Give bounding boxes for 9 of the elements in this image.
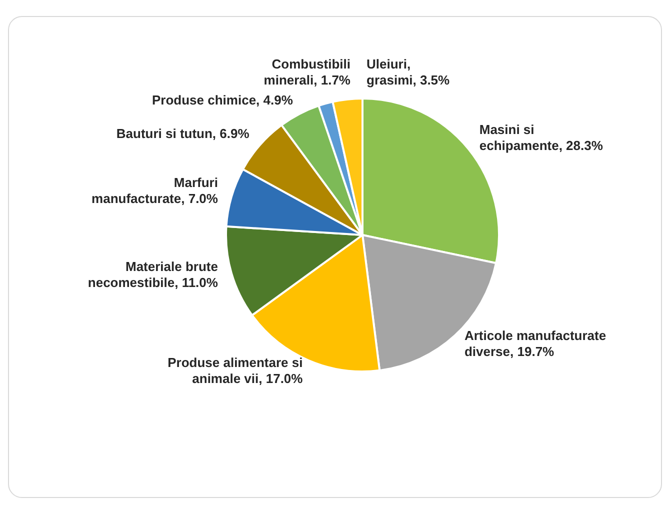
slice-label: Bauturi si tutun, 6.9% <box>116 126 250 141</box>
slice-label: Produse alimentare si animale vii, 17.0% <box>168 355 304 386</box>
slice-label: Materiale brute necomestibile, 11.0% <box>88 259 218 290</box>
slice-label: Masini si echipamente, 28.3% <box>479 122 604 154</box>
slice-label: Produse chimice, 4.9% <box>152 92 294 108</box>
slice-label: Marfuri manufacturate, 7.0% <box>92 175 218 206</box>
slice-label: Articole manufacturate diverse, 19.7% <box>464 328 606 359</box>
slice-label: Uleiuri, grasimi, 3.5% <box>366 56 450 88</box>
slice-label: Combustibili minerali, 1.7% <box>264 56 351 88</box>
